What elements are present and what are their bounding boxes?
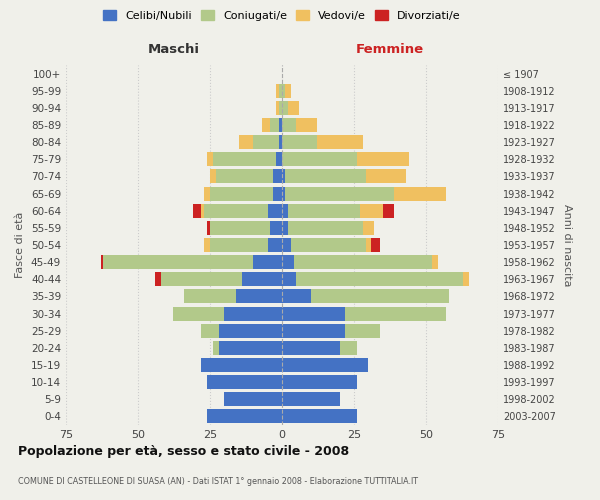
Bar — [365, 238, 371, 252]
Bar — [346, 306, 446, 320]
Bar — [340, 341, 357, 355]
Text: COMUNE DI CASTELLEONE DI SUASA (AN) - Dati ISTAT 1° gennaio 2008 - Elaborazione : COMUNE DI CASTELLEONE DI SUASA (AN) - Da… — [18, 477, 418, 486]
Bar — [362, 221, 374, 235]
Y-axis label: Anni di nascita: Anni di nascita — [562, 204, 572, 286]
Bar — [268, 204, 282, 218]
Bar — [296, 272, 463, 286]
Bar — [101, 255, 103, 269]
Bar — [202, 204, 204, 218]
Bar — [210, 186, 274, 200]
Bar — [394, 186, 446, 200]
Bar — [253, 135, 279, 149]
Bar — [271, 118, 279, 132]
Bar — [213, 341, 218, 355]
Bar — [285, 186, 394, 200]
Bar — [282, 290, 311, 304]
Bar — [204, 186, 210, 200]
Bar — [282, 84, 285, 98]
Bar — [365, 170, 406, 183]
Bar — [202, 358, 282, 372]
Bar — [276, 152, 282, 166]
Bar — [155, 272, 161, 286]
Bar — [218, 341, 282, 355]
Bar — [288, 221, 362, 235]
Bar — [210, 221, 271, 235]
Bar — [271, 221, 282, 235]
Bar — [282, 221, 288, 235]
Bar — [282, 410, 357, 424]
Bar — [432, 255, 437, 269]
Bar — [288, 101, 299, 115]
Bar — [282, 238, 290, 252]
Bar — [285, 84, 290, 98]
Bar — [207, 221, 210, 235]
Bar — [207, 410, 282, 424]
Bar — [282, 375, 357, 389]
Bar — [210, 238, 268, 252]
Bar — [202, 324, 218, 338]
Bar — [293, 255, 432, 269]
Bar — [346, 324, 380, 338]
Bar — [207, 375, 282, 389]
Bar — [282, 272, 296, 286]
Bar — [317, 135, 362, 149]
Text: Popolazione per età, sesso e stato civile - 2008: Popolazione per età, sesso e stato civil… — [18, 445, 349, 458]
Bar — [268, 238, 282, 252]
Bar — [218, 324, 282, 338]
Bar — [279, 101, 282, 115]
Bar — [262, 118, 271, 132]
Bar — [242, 272, 282, 286]
Bar — [224, 392, 282, 406]
Bar — [296, 118, 317, 132]
Bar — [204, 238, 210, 252]
Bar — [216, 170, 274, 183]
Bar — [207, 152, 213, 166]
Bar — [282, 152, 357, 166]
Bar — [285, 170, 365, 183]
Bar — [213, 152, 276, 166]
Bar — [282, 341, 340, 355]
Bar — [282, 255, 293, 269]
Bar — [383, 204, 394, 218]
Text: Maschi: Maschi — [148, 42, 200, 56]
Bar — [184, 290, 236, 304]
Bar — [282, 358, 368, 372]
Bar — [357, 152, 409, 166]
Bar — [274, 170, 282, 183]
Text: Femmine: Femmine — [356, 42, 424, 56]
Bar — [236, 290, 282, 304]
Bar — [253, 255, 282, 269]
Bar — [282, 118, 296, 132]
Y-axis label: Fasce di età: Fasce di età — [16, 212, 25, 278]
Bar — [103, 255, 253, 269]
Bar — [463, 272, 469, 286]
Bar — [311, 290, 449, 304]
Bar — [290, 238, 365, 252]
Bar — [288, 204, 360, 218]
Bar — [161, 272, 242, 286]
Bar — [276, 84, 279, 98]
Bar — [279, 84, 282, 98]
Legend: Celibi/Nubili, Coniugati/e, Vedovi/e, Divorziati/e: Celibi/Nubili, Coniugati/e, Vedovi/e, Di… — [101, 8, 463, 24]
Bar — [282, 170, 285, 183]
Bar — [282, 324, 346, 338]
Bar — [204, 204, 268, 218]
Bar — [282, 101, 288, 115]
Bar — [274, 186, 282, 200]
Bar — [193, 204, 202, 218]
Bar — [276, 101, 279, 115]
Bar — [279, 135, 282, 149]
Bar — [224, 306, 282, 320]
Bar — [282, 392, 340, 406]
Bar — [239, 135, 253, 149]
Bar — [210, 170, 216, 183]
Bar — [282, 306, 346, 320]
Bar — [282, 135, 317, 149]
Bar — [173, 306, 224, 320]
Bar — [282, 186, 285, 200]
Bar — [371, 238, 380, 252]
Bar — [360, 204, 383, 218]
Bar — [279, 118, 282, 132]
Bar — [282, 204, 288, 218]
